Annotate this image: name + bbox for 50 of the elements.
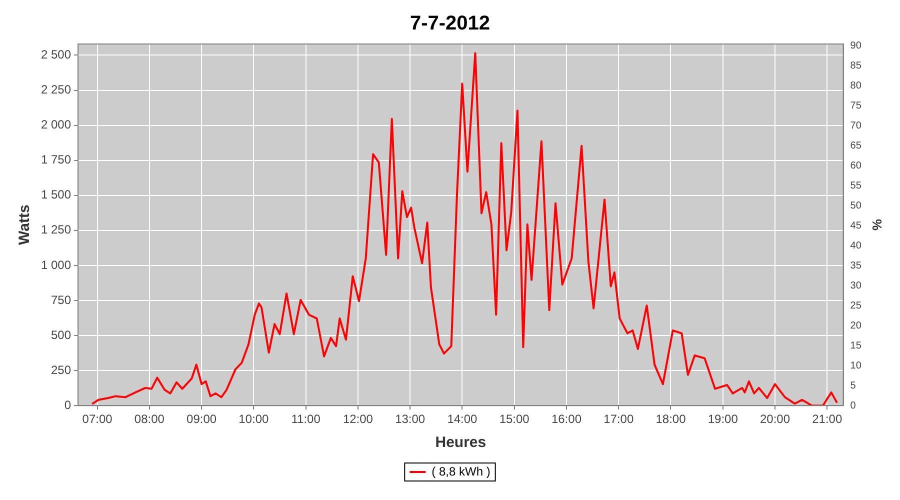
y2-tick-label: 65 — [850, 140, 862, 152]
legend-label: ( 8,8 kWh ) — [432, 464, 490, 478]
x-tick-label: 19:00 — [708, 412, 738, 426]
y2-tick-label: 10 — [850, 360, 862, 372]
y-tick-label: 2 000 — [41, 118, 72, 132]
y2-tick-label: 80 — [850, 80, 862, 92]
y-tick-label: 750 — [51, 292, 72, 307]
y2-tick-label: 60 — [850, 160, 862, 172]
y2-tick-label: 85 — [850, 60, 862, 72]
y2-tick-label: 15 — [850, 340, 862, 352]
y2-tick-label: 90 — [850, 40, 862, 52]
y2-tick-label: 75 — [850, 100, 862, 112]
y-tick-label: 1 750 — [41, 152, 72, 167]
y2-tick-label: 35 — [850, 260, 862, 272]
chart-title: 7-7-2012 — [410, 12, 490, 35]
x-tick-label: 13:00 — [395, 412, 426, 426]
y-axis-title: Watts — [16, 204, 34, 245]
y2-axis-title: % — [870, 219, 885, 232]
x-tick-label: 11:00 — [291, 412, 321, 426]
y2-tick-label: 50 — [850, 200, 862, 212]
x-tick-label: 12:00 — [342, 412, 374, 426]
x-axis-title: Heures — [435, 434, 486, 452]
y2-tick-label: 70 — [850, 120, 862, 132]
y-tick-label: 0 — [64, 398, 72, 412]
x-tick-label: 15:00 — [499, 412, 530, 426]
x-tick-label: 18:00 — [656, 412, 686, 426]
x-tick-label: 16:00 — [551, 412, 582, 426]
y2-tick-label: 25 — [850, 300, 862, 312]
x-tick-label: 21:00 — [812, 412, 842, 426]
y-tick-label: 2 500 — [41, 48, 72, 62]
x-tick-label: 10:00 — [238, 412, 270, 426]
y2-tick-label: 5 — [850, 380, 856, 392]
y2-tick-label: 55 — [850, 180, 862, 192]
y2-tick-label: 20 — [850, 320, 862, 332]
x-tick-label: 14:00 — [447, 412, 478, 426]
y2-tick-label: 30 — [850, 280, 862, 292]
x-tick-label: 17:00 — [604, 412, 634, 426]
y2-tick-label: 0 — [850, 400, 856, 412]
y-tick-label: 1 250 — [41, 222, 72, 237]
x-tick-label: 08:00 — [134, 412, 165, 426]
y-tick-label: 2 250 — [41, 82, 72, 97]
x-tick-label: 07:00 — [82, 412, 113, 426]
y-tick-label: 1 500 — [41, 188, 72, 202]
y2-tick-label: 45 — [850, 220, 862, 232]
x-tick-label: 09:00 — [186, 412, 217, 426]
y-tick-label: 500 — [51, 328, 72, 342]
y-tick-label: 1 000 — [41, 258, 72, 272]
y2-tick-label: 40 — [850, 240, 862, 252]
x-tick-label: 20:00 — [760, 412, 790, 426]
y-tick-label: 250 — [51, 362, 72, 377]
